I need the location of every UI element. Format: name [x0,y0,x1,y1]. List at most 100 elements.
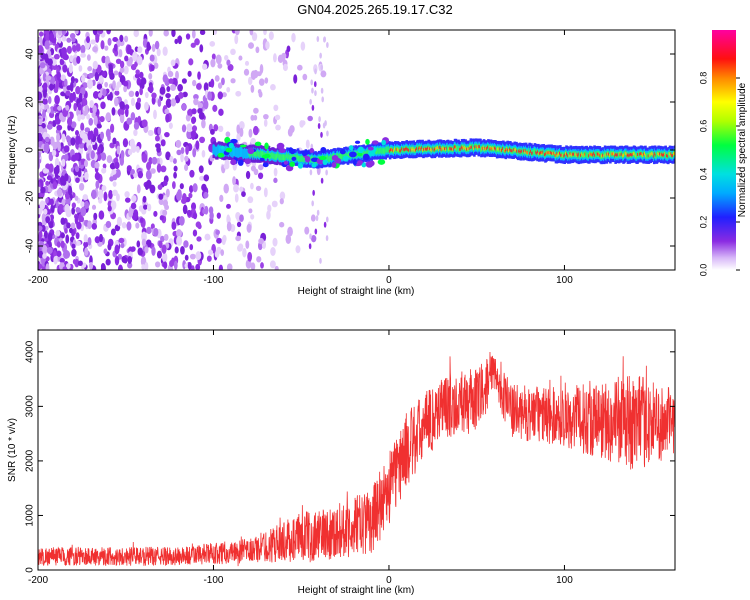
noise-cell [145,169,152,180]
noise-cell [156,250,162,259]
colorbar-gradient [712,30,736,270]
noise-cell [145,179,152,189]
spectrogram-x-label: Height of straight line (km) [298,286,415,297]
noise-cell [83,159,89,168]
noise-cell [42,82,48,90]
noise-cell [43,230,48,239]
noise-cell [92,105,97,114]
noise-cell [225,131,231,138]
noise-cell [181,102,187,111]
noise-cell [186,209,192,216]
y-tick-label: 40 [25,48,36,60]
noise-cell [86,79,93,89]
noise-cell [215,229,220,235]
noise-cell [55,79,60,90]
noise-cell [194,38,200,46]
noise-cell [234,34,239,45]
noise-cell [84,171,89,181]
noise-cell [87,220,92,230]
noise-cell [273,177,278,184]
noise-cell [247,251,253,262]
noise-cell [127,256,133,264]
noise-cell [311,87,314,94]
noise-cell [78,92,83,103]
noise-cell [70,222,76,230]
noise-cell [192,212,198,220]
snr-frame [37,329,676,571]
noise-cell [108,189,113,200]
noise-cell [221,77,225,86]
y-tick-label: 20 [25,96,36,108]
noise-cell [241,191,246,197]
noise-cell [198,165,204,174]
colorbar-tick-label: 0.4 [698,168,708,181]
noise-cell [273,167,278,177]
noise-cell [175,229,182,238]
noise-cell [167,70,174,78]
noise-cell [156,146,161,153]
noise-cell [110,123,115,134]
noise-cell [195,221,202,228]
noise-cell [309,98,312,105]
noise-cell [80,206,87,217]
noise-cell [112,189,118,196]
noise-cell [38,77,41,84]
noise-cell [153,62,159,69]
colorbar-tick-label: 0.0 [698,264,708,277]
noise-cell [235,90,242,97]
signal-blob [357,146,364,154]
noise-cell [176,190,182,201]
noise-cell [300,41,306,51]
noise-cell [75,43,81,52]
noise-cell [105,258,111,266]
noise-cell [173,171,177,179]
noise-cell [162,209,168,217]
noise-cell [38,151,41,159]
noise-cell [48,221,54,229]
noise-cell [91,222,98,230]
noise-cell [180,246,185,255]
noise-cell [181,78,187,84]
noise-cell [203,99,209,110]
noise-cell [170,98,177,107]
noise-cell [271,200,278,208]
noise-cell [56,250,62,257]
noise-cell [119,60,125,69]
noise-cell [179,183,184,190]
noise-cell [301,120,306,126]
noise-cell [86,54,91,61]
noise-cell [170,84,177,91]
noise-cell [89,99,94,109]
signal-blob [230,138,238,144]
noise-cell [226,203,231,209]
noise-cell [153,210,158,217]
noise-cell [154,135,160,142]
noise-cell [82,133,88,143]
noise-cell [101,71,107,77]
noise-cell [159,215,164,221]
noise-cell [114,96,119,107]
noise-cell [127,262,133,269]
noise-cell [122,138,129,148]
noise-cell [156,163,162,173]
noise-cell [255,46,260,54]
noise-cell [295,245,301,254]
noise-cell [253,107,259,114]
noise-cell [62,266,68,270]
noise-cell [174,246,179,254]
noise-cell [91,189,97,200]
noise-cell [141,238,147,247]
noise-cell [157,98,162,107]
noise-cell [199,30,206,35]
noise-cell [71,248,77,257]
noise-cell [123,65,129,75]
noise-cell [188,185,194,194]
noise-cell [320,177,324,184]
noise-cell [201,119,206,129]
noise-cell [42,244,48,255]
noise-cell [236,221,242,228]
noise-cell [162,199,169,208]
noise-cell [65,135,71,141]
noise-cell [122,81,129,87]
